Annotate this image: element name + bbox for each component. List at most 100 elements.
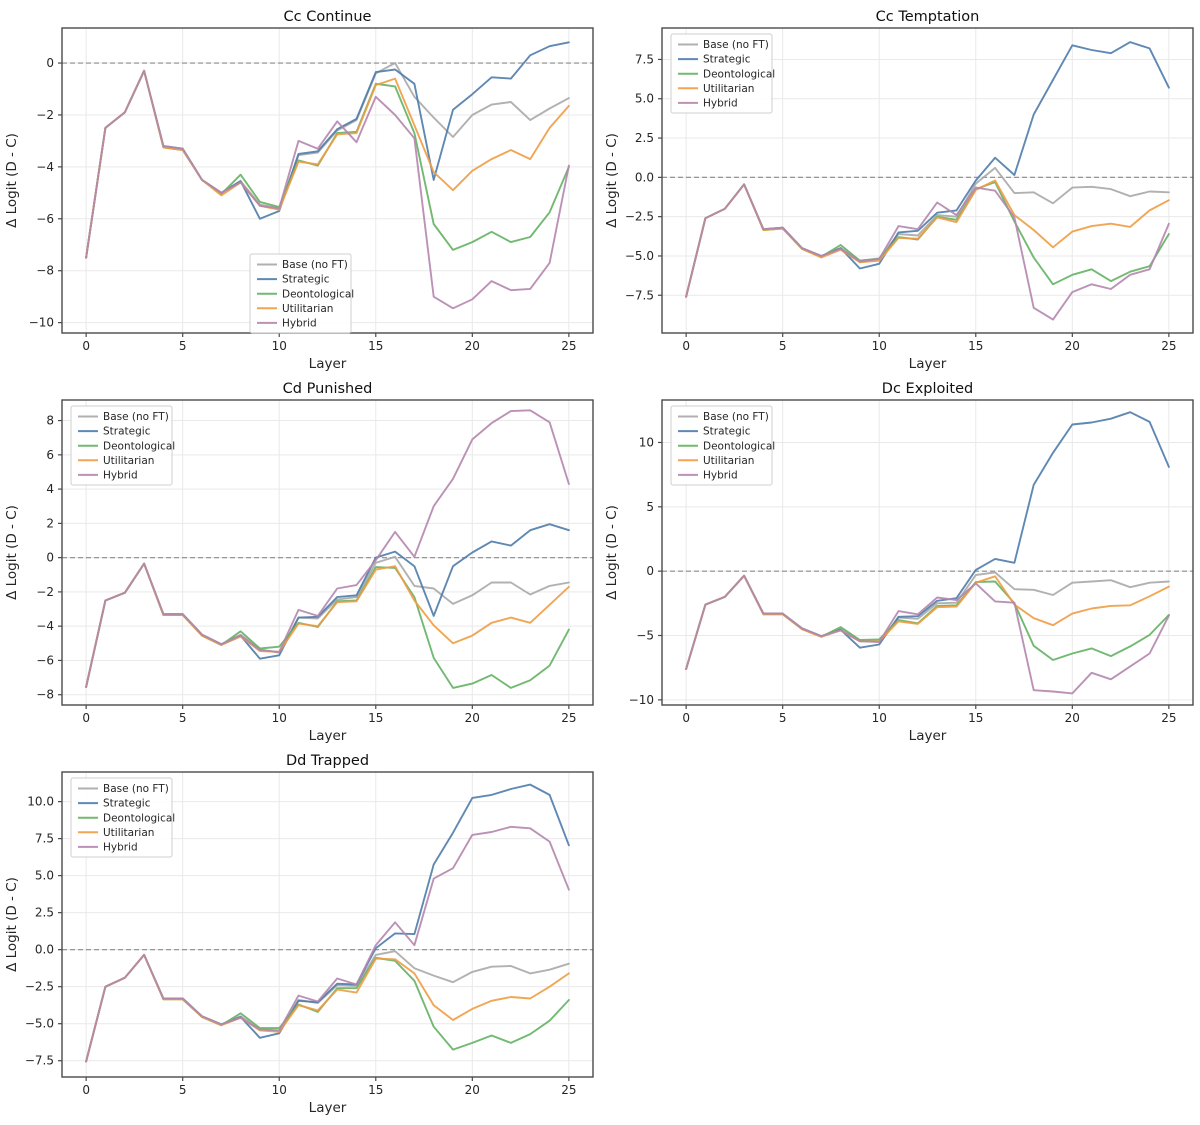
series-line-utilitarian xyxy=(685,179,1170,298)
legend-label-base: Base (no FT) xyxy=(282,259,348,271)
legend-label-strategic: Strategic xyxy=(103,426,151,438)
y-tick-label: 5.0 xyxy=(35,869,54,883)
legend-label-deontological: Deontological xyxy=(103,812,175,824)
chart-panel-dd-trapped: 0 5 10 15 20 25 10.0 7.5 5.0 2.5 0.0 −2.5 −5.0 −7.5 Dd… xyxy=(0,744,600,1125)
chart-canvas-4: 0 5 10 15 20 25 10.0 7.5 5.0 2.5 0.0 −2.5 −5.0 −7.5 Dd… xyxy=(4,753,594,1116)
series-line-base xyxy=(85,62,570,259)
chart-panel-cd-punished: 0 5 10 15 20 25 8 6 4 2 0 −2 −4 −6 −8 Cd Punished Layer Δ… xyxy=(0,372,600,744)
y-tick-label: 10 xyxy=(639,435,654,449)
chart-panel-cc-temptation: 0 5 10 15 20 25 7.5 5.0 2.5 0.0 −2.5 −5.0 −7.5 Cc Tem… xyxy=(600,0,1200,372)
legend-label-utilitarian: Utilitarian xyxy=(703,83,754,95)
chart-title: Cd Punished xyxy=(283,381,373,397)
x-tick-label: 5 xyxy=(779,711,787,725)
legend-label-hybrid: Hybrid xyxy=(282,318,317,330)
series-line-utilitarian xyxy=(685,574,1170,670)
y-axis-label: Δ Logit (D - C) xyxy=(4,877,20,972)
legend-label-utilitarian: Utilitarian xyxy=(703,455,754,467)
y-tick-label: 5 xyxy=(646,500,654,514)
x-tick-label: 20 xyxy=(465,339,480,353)
legend-label-strategic: Strategic xyxy=(282,274,330,286)
x-tick-label: 10 xyxy=(272,339,287,353)
legend: Base (no FT) Strategic Deontological Utilit… xyxy=(70,405,175,486)
y-tick-label: −10 xyxy=(629,693,654,707)
y-tick-label: 2.5 xyxy=(635,131,654,145)
y-tick-label: 6 xyxy=(46,448,54,462)
chart-title: Dd Trapped xyxy=(286,753,369,769)
legend-label-base: Base (no FT) xyxy=(103,783,169,795)
y-tick-label: −2.5 xyxy=(25,980,54,994)
series-line-hybrid xyxy=(85,825,570,1063)
legend-label-hybrid: Hybrid xyxy=(103,842,138,854)
legend-label-strategic: Strategic xyxy=(103,798,151,810)
x-tick-label: 25 xyxy=(561,711,576,725)
chart-panel-dc-exploited: 0 5 10 15 20 25 10 5 0 −5 −10 Dc Exploited Layer Δ Lo… xyxy=(600,372,1200,744)
legend-label-utilitarian: Utilitarian xyxy=(103,455,154,467)
series-line-deontological xyxy=(685,181,1170,298)
y-axis-label: Δ Logit (D - C) xyxy=(604,133,620,228)
legend-label-utilitarian: Utilitarian xyxy=(282,303,333,315)
legend-label-base: Base (no FT) xyxy=(703,411,769,423)
series-line-deontological xyxy=(85,69,570,259)
y-tick-label: −5 xyxy=(636,629,654,643)
series-line-deontological xyxy=(685,574,1170,670)
chart-title: Cc Continue xyxy=(284,9,372,25)
series-line-base xyxy=(85,950,570,1063)
legend-label-base: Base (no FT) xyxy=(103,411,169,423)
y-tick-label: 4 xyxy=(46,482,54,496)
legend: Base (no FT) Strategic Deontological Utilit… xyxy=(70,777,175,858)
legend-label-deontological: Deontological xyxy=(703,440,775,452)
y-tick-label: −2 xyxy=(36,108,54,122)
chart-canvas-1: 0 5 10 15 20 25 7.5 5.0 2.5 0.0 −2.5 −5.0 −7.5 Cc Tem… xyxy=(604,9,1194,372)
x-axis-label: Layer xyxy=(909,728,947,744)
x-axis-label: Layer xyxy=(309,356,347,372)
x-tick-label: 25 xyxy=(561,339,576,353)
legend-box xyxy=(670,405,773,486)
legend-label-hybrid: Hybrid xyxy=(703,98,738,110)
y-tick-label: −7.5 xyxy=(625,288,654,302)
legend-label-hybrid: Hybrid xyxy=(103,470,138,482)
y-tick-label: −7.5 xyxy=(25,1054,54,1068)
legend-box xyxy=(670,33,773,114)
series-line-hybrid xyxy=(85,409,570,688)
legend-label-utilitarian: Utilitarian xyxy=(103,827,154,839)
series-line-utilitarian xyxy=(85,69,570,259)
x-tick-label: 10 xyxy=(272,1083,287,1097)
y-axis-label: Δ Logit (D - C) xyxy=(4,505,20,600)
y-tick-label: −5.0 xyxy=(25,1017,54,1031)
chart-panel-cc-continue: 0 5 10 15 20 25 0 −2 −4 −6 −8 −10 Cc Continue Layer Δ … xyxy=(0,0,600,372)
x-tick-label: 25 xyxy=(1161,711,1176,725)
y-tick-label: 2 xyxy=(46,516,54,530)
series-line-strategic xyxy=(85,523,570,688)
legend: Base (no FT) Strategic Deontological Utilit… xyxy=(670,405,775,486)
legend-label-deontological: Deontological xyxy=(103,440,175,452)
x-tick-label: 15 xyxy=(968,711,983,725)
legend: Base (no FT) Strategic Deontological Utilit… xyxy=(249,253,354,334)
chart-title: Cc Temptation xyxy=(876,9,980,25)
x-axis-label: Layer xyxy=(309,1100,347,1116)
x-tick-label: 0 xyxy=(82,711,90,725)
x-tick-label: 20 xyxy=(1065,339,1080,353)
legend-label-strategic: Strategic xyxy=(703,54,751,66)
y-tick-label: −5.0 xyxy=(625,249,654,263)
y-tick-label: −2.5 xyxy=(625,210,654,224)
y-tick-label: 7.5 xyxy=(35,832,54,846)
legend-box xyxy=(70,405,173,486)
series-line-hybrid xyxy=(685,574,1170,695)
x-tick-label: 10 xyxy=(872,711,887,725)
x-tick-label: 5 xyxy=(179,711,187,725)
legend-box xyxy=(249,253,352,334)
legend-label-base: Base (no FT) xyxy=(703,39,769,51)
y-tick-label: −6 xyxy=(36,212,54,226)
x-tick-label: 5 xyxy=(179,1083,187,1097)
y-tick-label: 0 xyxy=(46,551,54,565)
y-tick-label: 0.0 xyxy=(635,170,654,184)
x-tick-label: 0 xyxy=(682,711,690,725)
chart-canvas-3: 0 5 10 15 20 25 10 5 0 −5 −10 Dc Exploited Layer Δ Lo… xyxy=(604,381,1194,744)
x-tick-label: 0 xyxy=(82,1083,90,1097)
y-tick-label: −4 xyxy=(36,160,54,174)
axes-spines xyxy=(61,399,594,706)
x-tick-label: 0 xyxy=(682,339,690,353)
x-tick-label: 20 xyxy=(465,1083,480,1097)
y-tick-label: 0.0 xyxy=(35,943,54,957)
chart-title: Dc Exploited xyxy=(882,381,973,397)
